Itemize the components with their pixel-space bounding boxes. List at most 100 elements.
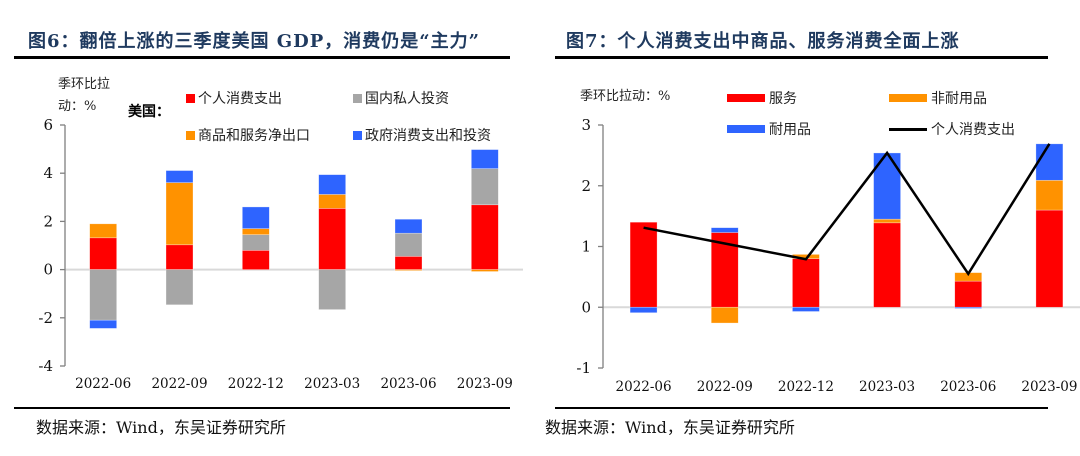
bar-2023-03-series-3	[318, 174, 346, 195]
gdp-contribution-chart: -4 -2 0 2 4 6 2022-06 2022-09 2022-12 2023-03 2023…	[38, 116, 523, 392]
x-tick-label: 2022-12	[228, 376, 284, 392]
y-tick-label: 4	[43, 164, 53, 182]
y-tick-label: -2	[38, 309, 53, 327]
x-tick-label: 2022-09	[151, 376, 207, 392]
figure-7-title: 图7：个人消费支出中商品、服务消费全面上涨	[566, 31, 960, 52]
bar-2022-06-series-1	[89, 269, 117, 321]
x-tick-label: 2022-09	[697, 379, 753, 395]
legend-swatch-durables	[727, 125, 765, 133]
y-tick-label: 1	[581, 238, 591, 256]
figure-7-panel: 图7：个人消费支出中商品、服务消费全面上涨 季环比拉动：% 服务 非耐用品 耐用…	[540, 0, 1080, 456]
legend-swatch-services	[727, 94, 765, 102]
bar-2023-09-series-1	[1035, 179, 1064, 211]
bar-2023-06-series-2	[394, 269, 423, 271]
bar-2023-03-series-1	[873, 218, 901, 224]
legend-swatch-net-exports	[186, 130, 195, 140]
bar-2023-09-series-2	[471, 269, 499, 272]
bar-2022-06-series-3	[89, 319, 117, 329]
bar-2022-12-series-2	[242, 228, 270, 235]
legend-swatch-pce	[186, 93, 195, 103]
x-tick-label: 2023-06	[380, 376, 436, 392]
legend-item-net-exports: 商品和服务净出口	[186, 125, 310, 145]
y-tick-label: -1	[576, 359, 591, 377]
bar-2022-06-series-0	[629, 221, 658, 308]
x-tick-label: 2023-09	[1021, 379, 1077, 395]
figure-6-title: 图6：翻倍上涨的三季度美国 GDP，消费仍是“主力”	[28, 31, 481, 52]
bar-2022-12-series-0	[242, 250, 270, 270]
legend-item-pce: 个人消费支出	[186, 88, 282, 108]
legend-swatch-investment	[353, 93, 362, 103]
bar-2023-03-series-1	[318, 269, 346, 310]
bar-2022-09-series-2	[710, 227, 739, 233]
bar-2022-12-series-1	[242, 234, 270, 251]
y-axis-label-line2: 动：%	[58, 99, 97, 114]
legend-label-pce-line: 个人消费支出	[931, 122, 1015, 138]
legend-swatch-pce-line	[889, 127, 927, 131]
bar-2022-09-series-1	[710, 306, 739, 324]
y-axis-label: 季环比拉 动：%	[58, 74, 110, 118]
bar-2023-09-series-3	[471, 149, 499, 169]
legend-label-services: 服务	[769, 91, 797, 107]
bar-2023-03-series-0	[873, 222, 901, 308]
legend-item-nondurables: 非耐用品	[889, 88, 987, 108]
x-tick-label: 2022-06	[616, 379, 672, 395]
bar-2022-09-series-2	[165, 182, 194, 246]
bar-2023-06-series-0	[954, 280, 983, 308]
legend-prefix-us: 美国：	[128, 104, 170, 120]
bar-2023-06-series-0	[394, 256, 423, 270]
bar-2022-06-series-2	[89, 223, 117, 239]
bar-2023-09-series-2	[1035, 143, 1064, 181]
pce-breakdown-chart: -1 0 1 2 3 2022-06 2022-09 2022-12 2023-03 2023-0…	[576, 116, 1080, 395]
bar-2022-12-series-2	[792, 306, 820, 312]
legend-swatch-nondurables	[889, 94, 927, 102]
y-tick-label: 0	[581, 298, 591, 316]
y-tick-label: -4	[38, 357, 53, 375]
x-tick-label: 2022-06	[75, 376, 131, 392]
bar-2022-12-series-3	[242, 206, 270, 229]
bar-2023-06-series-3	[394, 218, 423, 234]
x-tick-label: 2022-12	[778, 379, 834, 395]
legend-item-government: 政府消费支出和投资	[353, 125, 491, 145]
y-tick-label: 3	[581, 116, 591, 134]
bar-2022-09-series-3	[165, 170, 194, 183]
bar-2023-09-series-0	[1035, 209, 1064, 308]
legend-swatch-government	[353, 130, 362, 140]
legend-label-durables: 耐用品	[769, 122, 811, 138]
bar-2023-03-series-2	[873, 152, 901, 220]
y-tick-label: 2	[43, 212, 53, 230]
y-tick-label: 6	[43, 116, 53, 134]
bar-2023-09-series-0	[471, 204, 499, 270]
bar-2023-09-series-1	[471, 168, 499, 206]
figure-6-panel: 图6：翻倍上涨的三季度美国 GDP，消费仍是“主力” 季环比拉 动：% 美国： …	[14, 31, 523, 437]
x-tick-label: 2023-06	[940, 379, 996, 395]
x-tick-label: 2023-09	[457, 376, 513, 392]
x-tick-label: 2023-03	[859, 379, 915, 395]
y-axis-label: 季环比拉动：%	[580, 89, 671, 104]
data-source-note: 数据来源：Wind，东吴证券研究所	[36, 418, 286, 437]
legend-label-net-exports: 商品和服务净出口	[198, 128, 310, 144]
legend-label-investment: 国内私人投资	[365, 91, 449, 107]
source-rule	[14, 407, 510, 409]
legend-item-durables: 耐用品	[727, 119, 811, 139]
pce-line	[643, 143, 1051, 277]
bar-2022-12-series-0	[792, 258, 820, 308]
y-tick-label: 0	[43, 261, 53, 279]
bar-2022-06-series-0	[89, 237, 117, 270]
title-rule	[555, 56, 1048, 59]
bar-2022-09-series-1	[165, 269, 194, 306]
source-rule	[555, 407, 1048, 409]
legend-item-investment: 国内私人投资	[353, 88, 449, 108]
bar-2023-06-series-1	[394, 232, 423, 257]
data-source-note: 数据来源：Wind，东吴证券研究所	[545, 418, 795, 437]
y-tick-label: 2	[581, 177, 591, 195]
bar-2023-06-series-2	[954, 306, 983, 309]
legend-item-services: 服务	[727, 88, 797, 108]
x-tick-label: 2023-03	[304, 376, 360, 392]
legend-label-government: 政府消费支出和投资	[365, 128, 491, 144]
legend-label-nondurables: 非耐用品	[931, 91, 987, 107]
bar-2022-09-series-0	[165, 244, 194, 270]
y-axis-label-line1: 季环比拉	[58, 77, 111, 92]
bar-2023-03-series-2	[318, 194, 346, 209]
bar-2022-06-series-2	[629, 306, 658, 314]
legend-label-pce: 个人消费支出	[198, 91, 282, 107]
